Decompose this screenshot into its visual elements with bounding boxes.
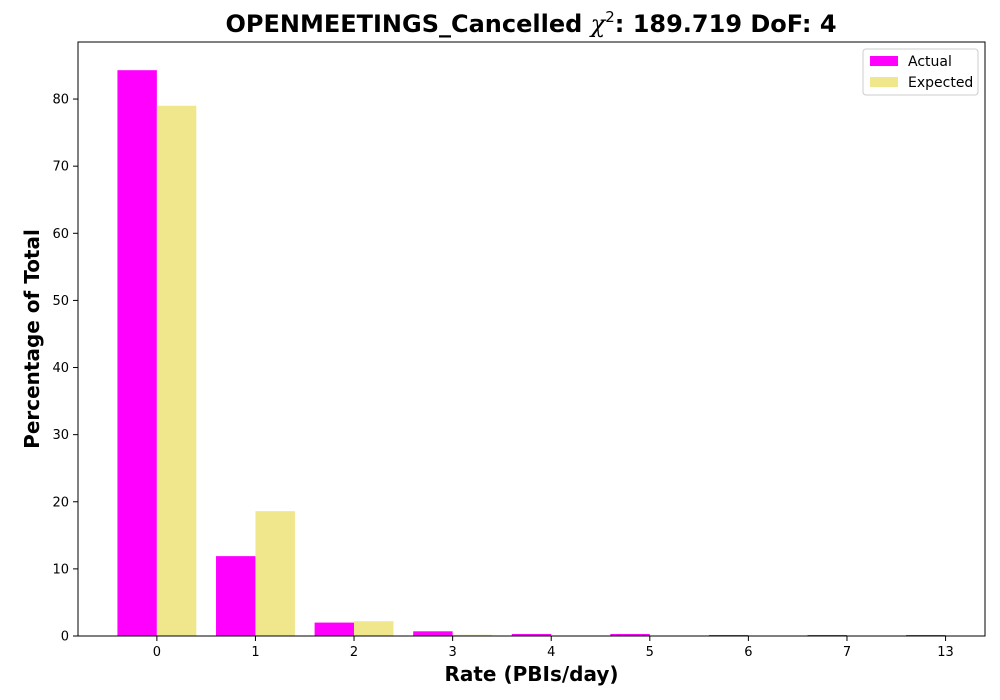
chart-title-superscript: 2 — [605, 8, 615, 26]
bars-group — [117, 70, 946, 636]
bar-actual-6 — [708, 634, 749, 636]
y-tick-label-30: 30 — [52, 428, 69, 443]
chart-title-suffix: : 189.719 DoF: 4 — [615, 10, 837, 38]
legend-label-actual: Actual — [908, 54, 952, 70]
bar-actual-2 — [314, 622, 355, 636]
y-axis-label: Percentage of Total — [20, 229, 44, 449]
x-tick-label-3: 3 — [448, 645, 456, 660]
y-tick-label-10: 10 — [52, 562, 69, 577]
x-axis-label: Rate (PBIs/day) — [444, 662, 618, 686]
y-tick-label-40: 40 — [52, 361, 69, 376]
bar-actual-3 — [413, 631, 453, 636]
bar-expected-3 — [452, 634, 493, 636]
bar-actual-0 — [117, 70, 157, 636]
y-tick-label-80: 80 — [52, 93, 69, 108]
legend: Actual Expected — [862, 48, 979, 96]
chart-title-prefix: OPENMEETINGS_Cancelled — [225, 10, 590, 38]
bar-actual-1 — [216, 556, 256, 636]
y-tick-label-70: 70 — [52, 160, 69, 175]
legend-swatch-actual — [870, 56, 898, 66]
x-tick-label-13: 13 — [937, 645, 954, 660]
bar-actual-5 — [610, 633, 650, 636]
x-tick-label-7: 7 — [843, 645, 851, 660]
y-tick-label-0: 0 — [61, 630, 69, 645]
bar-expected-2 — [354, 621, 394, 636]
y-axis-ticks: 0 10 20 30 40 50 60 70 80 — [52, 93, 78, 645]
x-tick-label-4: 4 — [547, 645, 555, 660]
x-tick-label-0: 0 — [153, 645, 161, 660]
chart-title-chi: χ — [589, 10, 607, 38]
x-axis-ticks: 0 1 2 3 4 5 6 7 13 — [153, 636, 954, 660]
legend-label-expected: Expected — [908, 75, 973, 91]
y-tick-label-60: 60 — [52, 227, 69, 242]
legend-swatch-expected — [870, 77, 898, 87]
bar-expected-1 — [255, 511, 295, 636]
x-tick-label-2: 2 — [350, 645, 358, 660]
y-tick-label-50: 50 — [52, 294, 69, 309]
x-tick-label-5: 5 — [646, 645, 654, 660]
plot-frame — [77, 41, 986, 637]
bar-actual-7 — [807, 634, 847, 636]
chart-title: OPENMEETINGS_Cancelled χ2: 189.719 DoF: … — [225, 8, 836, 38]
y-tick-label-20: 20 — [52, 495, 69, 510]
bar-actual-13 — [906, 634, 946, 636]
bar-expected-0 — [156, 105, 197, 636]
x-tick-label-6: 6 — [744, 645, 752, 660]
bar-actual-4 — [511, 633, 552, 636]
x-tick-label-1: 1 — [251, 645, 259, 660]
